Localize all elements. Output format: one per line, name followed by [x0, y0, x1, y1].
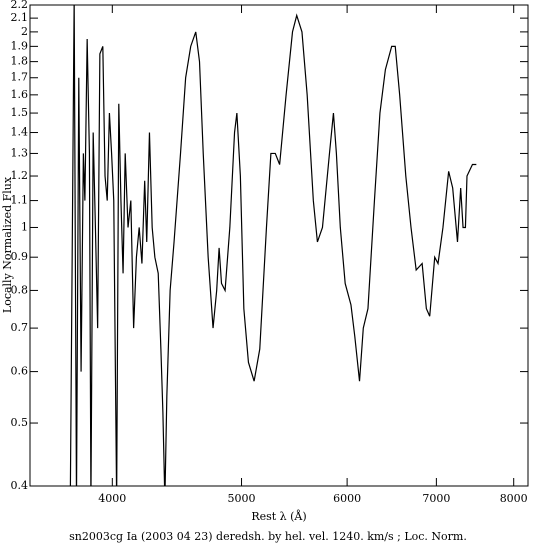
caption: sn2003cg Ia (2003 04 23) deredsh. by hel… — [69, 530, 467, 543]
y-tick-label: 1.9 — [11, 39, 29, 52]
x-tick-label: 5000 — [228, 492, 256, 505]
y-tick-label: 1.3 — [11, 146, 29, 159]
y-tick-label: 1.1 — [11, 194, 29, 207]
y-tick-label: 0.9 — [11, 250, 29, 263]
x-tick-label: 4000 — [98, 492, 126, 505]
x-tick-label: 6000 — [333, 492, 361, 505]
y-tick-label: 1.5 — [11, 106, 29, 119]
plot-area — [69, 5, 477, 486]
x-tick-label: 7000 — [422, 492, 450, 505]
y-axis-label: Locally Normalized Flux — [1, 176, 14, 313]
y-tick-label: 0.8 — [11, 283, 29, 296]
y-tick-label: 2.2 — [11, 0, 29, 11]
y-tick-label: 2 — [21, 25, 28, 38]
y-tick-label: 1.7 — [11, 71, 29, 84]
y-tick-label: 1.8 — [11, 55, 29, 68]
spectrum-line — [69, 5, 477, 486]
y-tick-label: 0.7 — [11, 321, 29, 334]
y-tick-label: 1.4 — [11, 126, 29, 139]
y-tick-label: 1.2 — [11, 169, 29, 182]
y-tick-label: 0.6 — [11, 365, 29, 378]
y-tick-label: 0.5 — [11, 416, 29, 429]
x-axis-label: Rest λ (Å) — [251, 509, 306, 523]
plot-frame — [29, 4, 529, 487]
y-tick-label: 1.6 — [11, 88, 29, 101]
y-tick-label: 1 — [21, 220, 28, 233]
y-tick-label: 0.4 — [11, 479, 29, 492]
x-tick-label: 8000 — [500, 492, 528, 505]
y-tick-label: 2.1 — [11, 11, 29, 24]
